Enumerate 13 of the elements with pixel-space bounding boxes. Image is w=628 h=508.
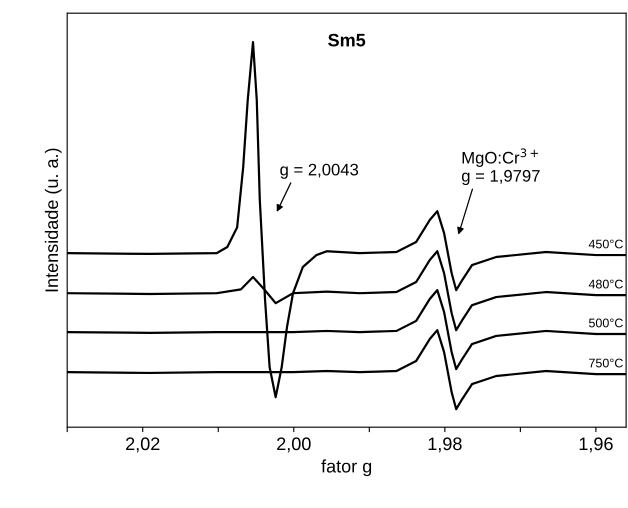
series-label: 750°C [589,358,623,368]
x-axis-title: fator g [321,459,372,476]
series-label: 450°C [588,240,623,248]
series-label: 500°C [588,318,623,328]
x-tick-label: 2,02 [126,437,160,452]
x-tick-label: 1,98 [428,437,462,452]
annotation: MgO:Cr$^{3+}$ g = 1,9797 [462,148,540,186]
x-tick-label: 1,96 [580,437,613,452]
y-axis-title: Intensidade (u. a.) [44,148,62,292]
series-label: 480°C [588,280,623,288]
annotation: g = 2,0043 [280,164,358,179]
chart-title: Sm5 [328,34,366,47]
x-tick-label: 2,00 [277,437,311,452]
